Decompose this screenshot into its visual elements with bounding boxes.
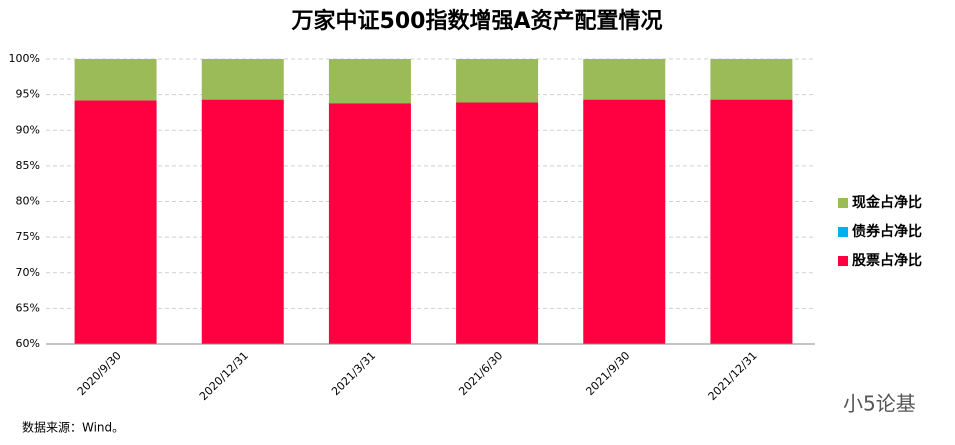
legend-label: 现金占净比 xyxy=(852,194,922,211)
bar-segment xyxy=(201,59,284,100)
x-tick-label: 2020/12/31 xyxy=(197,349,251,403)
x-tick-label: 2021/6/30 xyxy=(456,349,505,398)
legend-swatch xyxy=(838,256,848,266)
bar-segment xyxy=(583,59,666,100)
bar-segment xyxy=(456,102,539,345)
bar-segment xyxy=(710,59,793,100)
y-tick-label: 65% xyxy=(16,301,40,314)
legend-label: 股票占净比 xyxy=(852,252,922,269)
x-tick-label: 2020/9/30 xyxy=(75,349,124,398)
y-tick-label: 90% xyxy=(16,123,40,136)
bar-segment xyxy=(583,99,666,344)
chart-title: 万家中证500指数增强A资产配置情况 xyxy=(291,8,663,34)
bar-segment xyxy=(328,103,411,344)
x-tick-label: 2021/12/31 xyxy=(706,349,760,403)
y-tick-label: 80% xyxy=(16,195,40,208)
bar-segment xyxy=(74,59,157,101)
bar-segment xyxy=(201,99,284,344)
legend-swatch xyxy=(838,227,848,237)
legend-label: 债券占净比 xyxy=(852,223,922,240)
bar-segment xyxy=(456,59,539,103)
bar-segment xyxy=(328,59,411,104)
x-tick-label: 2021/9/30 xyxy=(583,349,632,398)
y-tick-label: 85% xyxy=(16,159,40,172)
bar-segment xyxy=(710,99,793,344)
x-tick-label: 2021/3/31 xyxy=(329,349,378,398)
y-tick-label: 60% xyxy=(16,337,40,350)
y-tick-label: 95% xyxy=(16,88,40,101)
legend-swatch xyxy=(838,198,848,208)
watermark: 小5论基 xyxy=(843,392,916,416)
bar-segment xyxy=(74,100,157,344)
source-note: 数据来源：Wind。 xyxy=(22,420,124,435)
y-tick-label: 75% xyxy=(16,230,40,243)
y-tick-label: 70% xyxy=(16,266,40,279)
y-tick-label: 100% xyxy=(9,52,40,65)
